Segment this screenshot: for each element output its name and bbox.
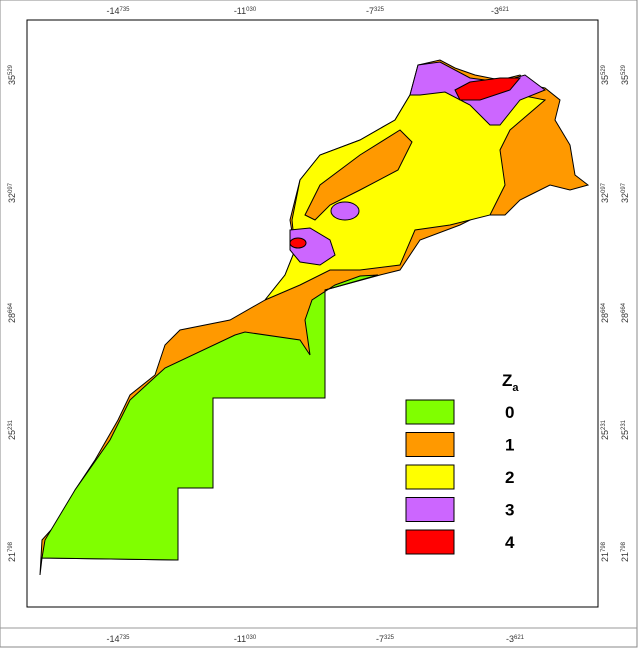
coord-frac: 798 [601, 541, 607, 552]
legend-label: 2 [505, 468, 514, 487]
coord-deg: -14 [106, 634, 119, 644]
legend-swatch [405, 432, 455, 457]
coord-deg: -3 [506, 634, 514, 644]
legend-swatch [405, 529, 455, 555]
region-4-north [454, 77, 522, 101]
legend-label: 1 [505, 436, 514, 455]
region-2 [264, 89, 547, 301]
coord-deg: -7 [366, 6, 374, 16]
coord-deg: -14 [106, 6, 119, 16]
coord-deg: 32 [7, 193, 17, 203]
coord-deg: 21 [620, 552, 630, 562]
legend-label: 4 [505, 533, 515, 552]
coord-deg: 28 [7, 313, 17, 323]
legend-title-sub: a [512, 382, 519, 394]
coord-frac: 097 [621, 182, 627, 193]
legend-swatch [405, 464, 455, 490]
coord-deg: 21 [600, 552, 610, 562]
coord-frac: 529 [601, 64, 607, 75]
coord-deg: -11 [234, 634, 246, 644]
coord-deg: -7 [376, 634, 384, 644]
coord-label: 32097 [600, 182, 610, 203]
coord-frac: 798 [621, 541, 627, 552]
coord-deg: 35 [600, 75, 610, 85]
coord-frac: 097 [8, 182, 14, 193]
coord-label: 25231 [620, 419, 630, 440]
coord-label: -11030 [234, 6, 257, 16]
coord-deg: 35 [7, 75, 17, 85]
coord-frac: 621 [499, 7, 510, 13]
coord-label: -3621 [491, 6, 510, 16]
coord-frac: 664 [621, 302, 627, 313]
coord-frac: 529 [8, 64, 14, 75]
legend-swatch [405, 497, 455, 522]
coord-frac: 325 [384, 635, 395, 641]
coord-label: 25231 [7, 419, 17, 440]
coord-frac: 231 [621, 419, 627, 430]
legend-label: 0 [505, 403, 514, 422]
coord-frac: 735 [120, 635, 131, 641]
legend-swatch [405, 399, 455, 425]
coord-label: 35529 [7, 64, 17, 85]
coord-label: -14735 [106, 634, 130, 644]
regions [39, 59, 590, 576]
coord-label: 28664 [620, 302, 630, 323]
coord-deg: 25 [620, 430, 630, 440]
coord-frac: 030 [246, 7, 257, 13]
coord-frac: 621 [514, 635, 525, 641]
coord-frac: 231 [8, 419, 14, 430]
region-3-small [330, 201, 360, 221]
coord-deg: 35 [620, 75, 630, 85]
coord-frac: 529 [621, 64, 627, 75]
coord-label: 25231 [600, 419, 610, 440]
region-3-coast [289, 227, 336, 266]
coord-frac: 030 [246, 635, 257, 641]
coord-label: 35529 [620, 64, 630, 85]
coord-label: 21798 [620, 541, 630, 562]
coord-label: 32097 [7, 182, 17, 203]
coord-frac: 798 [8, 541, 14, 552]
coord-label: 28664 [600, 302, 610, 323]
coord-frac: 664 [8, 302, 14, 313]
legend-title-main: Z [502, 371, 512, 390]
coord-label: -14735 [106, 6, 130, 16]
coord-label: -11030 [234, 634, 257, 644]
region-4-coast [289, 237, 307, 249]
coord-deg: 32 [600, 193, 610, 203]
legend-title: Za [502, 371, 519, 394]
coord-frac: 735 [120, 7, 131, 13]
coord-label: 21798 [600, 541, 610, 562]
coord-deg: 25 [7, 430, 17, 440]
coord-label: -7325 [366, 6, 385, 16]
coord-deg: 28 [600, 313, 610, 323]
coord-deg: 21 [7, 552, 17, 562]
region-1-inner [304, 129, 413, 221]
coord-label: 28664 [7, 302, 17, 323]
coord-deg: 28 [620, 313, 630, 323]
coord-deg: -11 [234, 6, 246, 16]
coord-deg: 25 [600, 430, 610, 440]
coord-label: 35529 [600, 64, 610, 85]
coord-frac: 664 [601, 302, 607, 313]
coord-deg: 32 [620, 193, 630, 203]
region-0 [41, 274, 379, 561]
coord-deg: -3 [491, 6, 499, 16]
coord-label: 21798 [7, 541, 17, 562]
legend-label: 3 [505, 501, 514, 520]
coord-label: -7325 [376, 634, 395, 644]
coord-frac: 231 [601, 419, 607, 430]
coord-frac: 097 [601, 182, 607, 193]
coord-label: -3621 [506, 634, 525, 644]
coord-frac: 325 [374, 7, 385, 13]
coord-label: 32097 [620, 182, 630, 203]
